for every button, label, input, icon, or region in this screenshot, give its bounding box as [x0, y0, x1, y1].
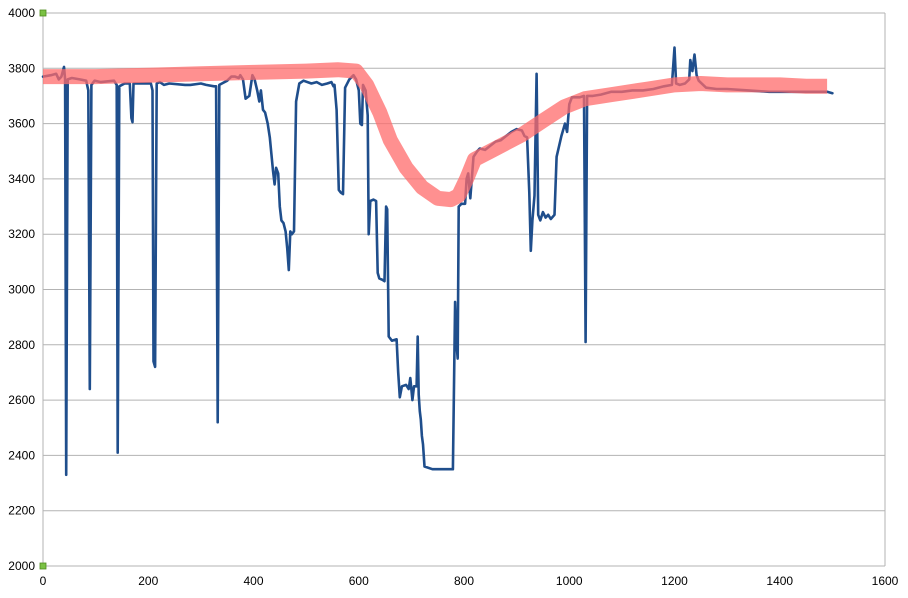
- y-tick-label: 2400: [8, 448, 35, 462]
- x-tick-label: 400: [243, 574, 263, 588]
- x-tick-label: 600: [349, 574, 369, 588]
- corner-markers: [39, 9, 47, 570]
- y-tick-label: 4000: [8, 6, 35, 20]
- x-tick-label: 1600: [872, 574, 899, 588]
- x-axis-tick-labels: 0 200 400 600 800 1000 1200 1400 1600: [40, 574, 899, 588]
- y-tick-label: 3400: [8, 172, 35, 186]
- top-corner-marker: [39, 9, 47, 17]
- bottom-corner-marker: [39, 562, 47, 570]
- y-tick-label: 2800: [8, 338, 35, 352]
- x-tick-label: 1000: [556, 574, 583, 588]
- series-layer: [41, 46, 834, 477]
- y-tick-label: 3600: [8, 117, 35, 131]
- raw-series-line: [41, 46, 834, 477]
- x-tick-label: 0: [40, 574, 47, 588]
- x-tick-label: 800: [454, 574, 474, 588]
- y-tick-label: 3800: [8, 61, 35, 75]
- y-tick-label: 3000: [8, 283, 35, 297]
- chart-axes: [42, 13, 886, 567]
- y-tick-label: 2200: [8, 504, 35, 518]
- y-tick-label: 3200: [8, 227, 35, 241]
- y-tick-label: 2000: [8, 559, 35, 573]
- y-axis-tick-labels: 2000 2200 2400 2600 2800 3000 3200 3400 3600 3800…: [8, 6, 35, 573]
- y-tick-label: 2600: [8, 393, 35, 407]
- x-tick-label: 200: [138, 574, 158, 588]
- x-tick-label: 1200: [661, 574, 688, 588]
- horizontal-gridlines: [43, 12, 885, 567]
- smoothed-overlay-line: [43, 62, 828, 208]
- x-tick-label: 1400: [766, 574, 793, 588]
